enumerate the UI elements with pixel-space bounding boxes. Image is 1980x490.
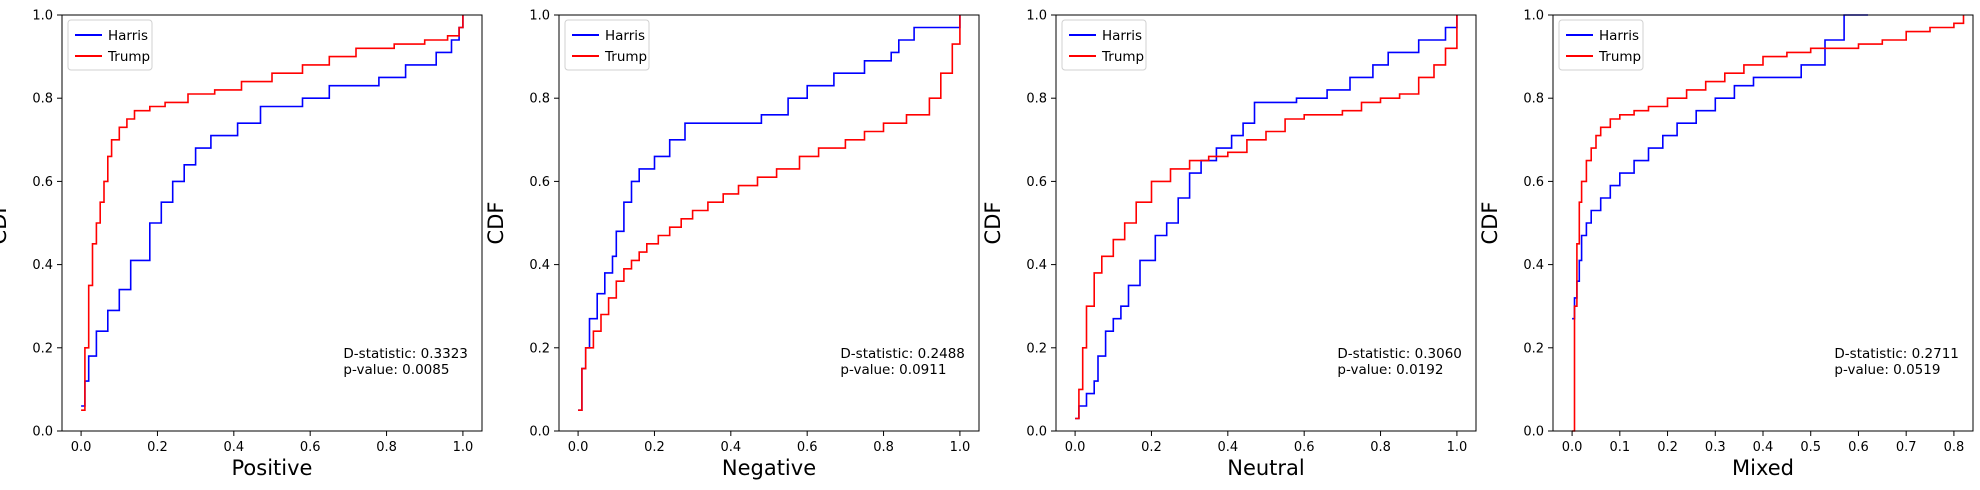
- x-tick-label: 1.0: [453, 440, 474, 455]
- x-tick-label: 0.3: [1705, 440, 1726, 455]
- legend-label-trump: Trump: [1598, 49, 1641, 65]
- x-tick-label: 0.2: [1141, 440, 1162, 455]
- p-value-text: p-value: 0.0192: [1337, 362, 1443, 378]
- d-statistic-text: D-statistic: 0.3060: [1337, 346, 1462, 362]
- x-axis-label: Neutral: [1227, 456, 1305, 480]
- series-line-trump: [1075, 15, 1458, 420]
- y-tick-label: 0.6: [1026, 175, 1047, 190]
- p-value-text: p-value: 0.0085: [343, 362, 449, 378]
- legend-box: [67, 19, 153, 71]
- y-axis-label: CDF: [0, 202, 11, 245]
- series-line-harris: [578, 15, 961, 411]
- x-tick-label: 0.2: [147, 440, 168, 455]
- chart-panel-4: 0.0 0.1 0.2 0.3 0.4 0.5 0.6 0.7 0.8 0.0 0.2 0.4 0.6 0…: [1478, 9, 1974, 480]
- y-tick-label: 0.2: [529, 341, 550, 356]
- p-value-text: p-value: 0.0911: [840, 362, 946, 378]
- x-tick-label: 0.0: [1562, 440, 1583, 455]
- y-tick-label: 0.4: [1523, 258, 1544, 273]
- axes-frame: [1055, 14, 1477, 432]
- legend-label-harris: Harris: [605, 28, 645, 44]
- y-axis-label: CDF: [981, 202, 1005, 245]
- x-tick-label: 0.6: [300, 440, 321, 455]
- x-tick-label: 0.0: [71, 440, 92, 455]
- x-tick-label: 0.4: [223, 440, 244, 455]
- x-tick-label: 0.4: [1217, 440, 1238, 455]
- series-line-trump: [81, 15, 464, 411]
- y-tick-label: 0.2: [1026, 341, 1047, 356]
- y-tick-label: 0.8: [1523, 92, 1544, 107]
- chart-panel-1: 0.0 0.2 0.4 0.6 0.8 1.0 0.0 0.2 0.4 0.6 0.8 1.0 Posi…: [0, 9, 483, 480]
- y-tick-label: 1.0: [1523, 9, 1544, 24]
- legend-label-harris: Harris: [1599, 28, 1639, 44]
- legend: Harris Trump: [67, 19, 153, 71]
- x-tick-label: 0.4: [720, 440, 741, 455]
- d-statistic-text: D-statistic: 0.2711: [1834, 346, 1959, 362]
- x-tick-label: 0.4: [1753, 440, 1774, 455]
- y-tick-label: 0.2: [32, 341, 53, 356]
- y-tick-label: 0.6: [1523, 175, 1544, 190]
- legend: Harris Trump: [564, 19, 650, 71]
- y-tick-label: 0.8: [529, 92, 550, 107]
- x-tick-label: 0.2: [1657, 440, 1678, 455]
- legend-label-harris: Harris: [108, 28, 148, 44]
- x-tick-label: 0.5: [1800, 440, 1821, 455]
- legend-label-trump: Trump: [604, 49, 647, 65]
- legend-box: [564, 19, 650, 71]
- x-tick-label: 0.6: [797, 440, 818, 455]
- legend-label-trump: Trump: [1101, 49, 1144, 65]
- series-line-harris: [1075, 15, 1458, 420]
- y-tick-label: 0.0: [32, 425, 53, 440]
- x-tick-label: 1.0: [950, 440, 971, 455]
- y-tick-label: 0.4: [529, 258, 550, 273]
- y-tick-label: 0.8: [1026, 92, 1047, 107]
- series-line-trump: [578, 15, 961, 411]
- x-tick-label: 0.6: [1294, 440, 1315, 455]
- axes-frame: [61, 14, 483, 432]
- series-line-trump: [1572, 15, 1965, 432]
- y-tick-label: 0.4: [32, 258, 53, 273]
- x-tick-label: 0.6: [1848, 440, 1869, 455]
- x-tick-label: 1.0: [1447, 440, 1468, 455]
- chart-panel-2: 0.0 0.2 0.4 0.6 0.8 1.0 0.0 0.2 0.4 0.6 0.8 1.0 Nega…: [484, 9, 980, 480]
- y-tick-label: 1.0: [32, 9, 53, 24]
- legend-label-harris: Harris: [1102, 28, 1142, 44]
- legend: Harris Trump: [1558, 19, 1644, 71]
- legend: Harris Trump: [1061, 19, 1147, 71]
- y-tick-label: 0.0: [1523, 425, 1544, 440]
- y-axis-label: CDF: [484, 202, 508, 245]
- y-tick-label: 0.0: [1026, 425, 1047, 440]
- x-axis-label: Mixed: [1732, 456, 1794, 480]
- x-tick-label: 0.8: [1944, 440, 1965, 455]
- series-line-harris: [1572, 14, 1868, 320]
- y-tick-label: 0.2: [1523, 341, 1544, 356]
- d-statistic-text: D-statistic: 0.2488: [840, 346, 965, 362]
- x-tick-label: 0.2: [644, 440, 665, 455]
- y-tick-label: 0.6: [32, 175, 53, 190]
- x-axis-label: Positive: [232, 456, 313, 480]
- x-tick-label: 0.8: [873, 440, 894, 455]
- y-tick-label: 0.6: [529, 175, 550, 190]
- p-value-text: p-value: 0.0519: [1834, 362, 1940, 378]
- y-tick-label: 1.0: [1026, 9, 1047, 24]
- x-tick-label: 0.7: [1896, 440, 1917, 455]
- x-tick-label: 0.8: [1370, 440, 1391, 455]
- x-tick-label: 0.0: [568, 440, 589, 455]
- y-tick-label: 0.0: [529, 425, 550, 440]
- y-tick-label: 0.4: [1026, 258, 1047, 273]
- x-axis-label: Negative: [722, 456, 816, 480]
- chart-panel-3: 0.0 0.2 0.4 0.6 0.8 1.0 0.0 0.2 0.4 0.6 0.8 1.0 Neut…: [981, 9, 1477, 480]
- series-line-harris: [81, 15, 464, 407]
- legend-box: [1061, 19, 1147, 71]
- legend-label-trump: Trump: [107, 49, 150, 65]
- x-tick-label: 0.0: [1065, 440, 1086, 455]
- y-tick-label: 0.8: [32, 92, 53, 107]
- y-axis-label: CDF: [1478, 202, 1502, 245]
- legend-box: [1558, 19, 1644, 71]
- y-tick-label: 1.0: [529, 9, 550, 24]
- x-tick-label: 0.8: [376, 440, 397, 455]
- x-tick-label: 0.1: [1609, 440, 1630, 455]
- axes-frame: [558, 14, 980, 432]
- d-statistic-text: D-statistic: 0.3323: [343, 346, 468, 362]
